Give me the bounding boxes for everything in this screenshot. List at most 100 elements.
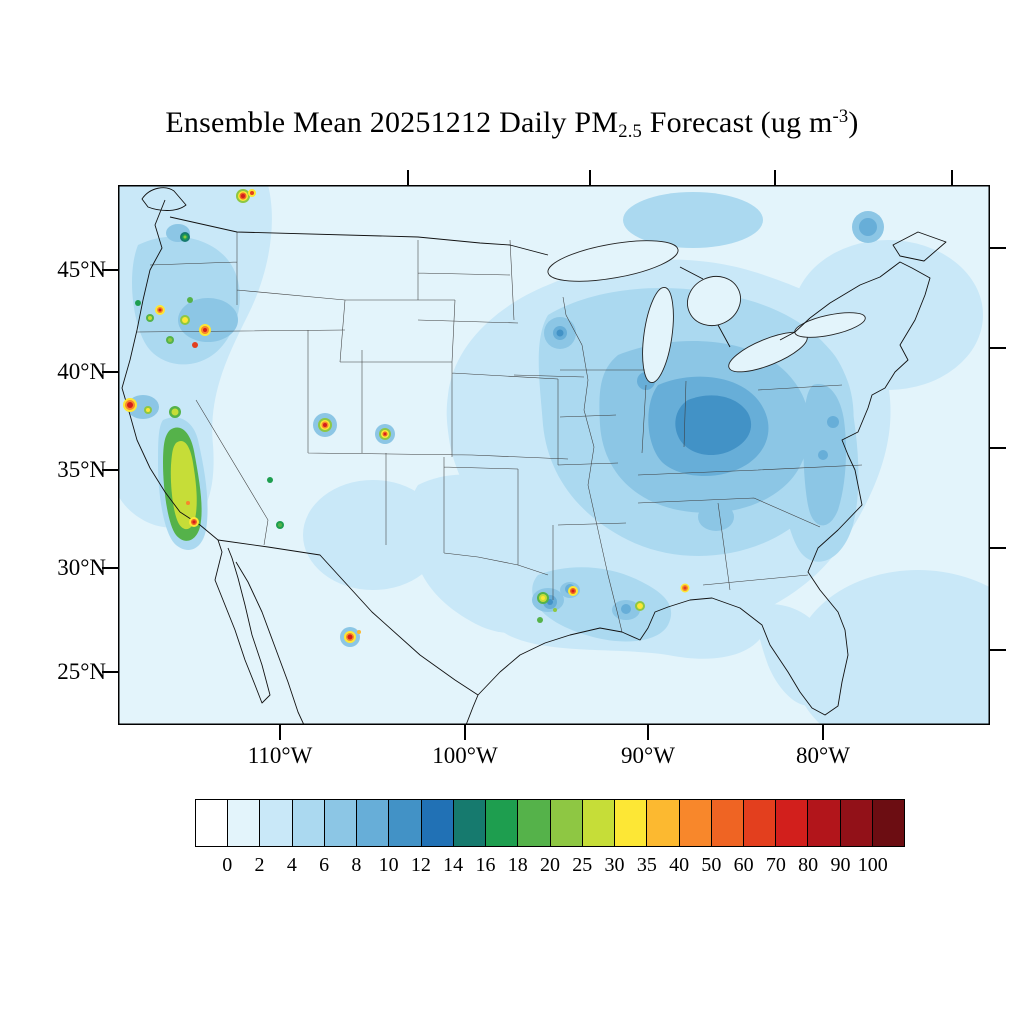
colorbar-swatch-18 (776, 800, 809, 846)
colorbar-swatch-5 (357, 800, 390, 846)
colorbar-label: 16 (475, 854, 496, 876)
hotspot-ring (135, 300, 141, 306)
colorbar-label: 8 (351, 854, 362, 876)
lon-tick-top (951, 170, 953, 185)
colorbar-swatch-16 (711, 800, 744, 846)
colorbar-label: 2 (254, 854, 265, 876)
hotspot-ring (553, 608, 557, 612)
hotspot-ring (183, 235, 187, 239)
hotspot-ring (158, 308, 162, 312)
colorbar-label: 70 (765, 854, 786, 876)
colorbar-swatch-11 (550, 800, 583, 846)
colorbar-swatch-10 (518, 800, 551, 846)
lon-tick (279, 725, 281, 740)
lat-tick (102, 567, 118, 569)
lon-tick (822, 725, 824, 740)
hotspot-ring (347, 634, 353, 640)
lon-tick-top (774, 170, 776, 185)
state-boundaries (136, 232, 863, 633)
colorbar-label: 35 (636, 854, 657, 876)
hotspot-ring (250, 191, 254, 195)
hotspot-ring (541, 596, 545, 600)
lat-tick-right (990, 547, 1006, 549)
colorbar-label: 25 (572, 854, 593, 876)
lon-tick-label: 90°W (621, 743, 675, 768)
colorbar-swatch-3 (292, 800, 325, 846)
lat-tick-right (990, 649, 1006, 651)
hotspot-ring (383, 432, 387, 436)
hotspot-ring (171, 408, 179, 416)
lat-tick-right (990, 447, 1006, 449)
lon-tick-label: 80°W (796, 743, 850, 768)
lon-tick-top (589, 170, 591, 185)
colorbar-label: 20 (540, 854, 560, 876)
colorbar-swatch-17 (743, 800, 777, 846)
colorbar-swatch-14 (647, 800, 680, 846)
colorbar-label: 18 (507, 854, 528, 876)
hotspot-ring (192, 342, 198, 348)
coastlines (121, 187, 947, 725)
colorbar-label: 0 (222, 854, 233, 876)
hotspot-ring (637, 603, 643, 609)
lat-tick (102, 671, 118, 673)
hotspot-ring (186, 501, 190, 505)
title-superscript: -3 (832, 106, 849, 127)
forecast-map (118, 185, 990, 725)
lat-tick (102, 469, 118, 471)
lon-tick (464, 725, 466, 740)
map-panel (118, 185, 990, 725)
colorbar-label: 12 (410, 854, 431, 876)
hotspot-ring (168, 338, 172, 342)
lat-tick-right (990, 247, 1006, 249)
colorbar-swatch-13 (615, 800, 648, 846)
figure-title: Ensemble Mean 20251212 Daily PM2.5 Forec… (0, 106, 1024, 143)
lon-tick-label: 110°W (247, 743, 313, 768)
lat-tick-label: 25°N (57, 659, 106, 684)
lon-tick (647, 725, 649, 740)
hotspot-ring (571, 589, 575, 593)
lat-tick-right (990, 347, 1006, 349)
title-subscript: 2.5 (618, 120, 643, 142)
colorbar-label: 10 (378, 854, 399, 876)
hotspot-ring (182, 317, 188, 323)
hotspot-ring (192, 520, 196, 524)
lat-tick-label: 35°N (57, 457, 106, 482)
colorbar-labels: 0 2 4 6 8 10 12 14 16 18 20 25 30 35 40 50 60 70 80 90 100 (195, 854, 905, 880)
colorbar-label: 50 (701, 854, 722, 876)
hotspot-ring (278, 523, 282, 527)
hotspot-ring (203, 328, 207, 332)
colorbar-swatch-1 (228, 800, 261, 846)
lat-tick-label: 45°N (57, 257, 106, 282)
hotspot-ring (187, 297, 193, 303)
hotspot-ring (241, 194, 245, 198)
hotspot-ring (683, 586, 687, 590)
hotspot-ring (267, 477, 273, 483)
colorbar-swatch-0 (196, 800, 229, 846)
colorbar-swatch-19 (808, 800, 841, 846)
hotspot-ring (357, 630, 361, 634)
colorbar-label: 90 (830, 854, 851, 876)
colorbar-label: 100 (857, 854, 888, 876)
hotspot-ring (146, 408, 150, 412)
colorbar-swatch-12 (582, 800, 616, 846)
lon-tick-top (407, 170, 409, 185)
colorbar-swatch-15 (679, 800, 712, 846)
colorbar-swatch-7 (421, 800, 454, 846)
colorbar-swatch-21 (872, 800, 905, 846)
title-text: Ensemble Mean 20251212 Daily PM (165, 106, 619, 140)
colorbar-label: 30 (604, 854, 625, 876)
hotspot-ring (323, 423, 327, 427)
colorbar-swatch-8 (453, 800, 487, 846)
lat-tick-label: 30°N (57, 555, 106, 580)
colorbar-swatch-4 (324, 800, 358, 846)
hotspot-ring (127, 402, 133, 408)
colorbar (195, 799, 905, 847)
hotspot-ring (148, 316, 152, 320)
colorbar-label: 60 (733, 854, 754, 876)
map-frame (118, 185, 990, 725)
colorbar-swatch-9 (486, 800, 519, 846)
colorbar-label: 6 (319, 854, 330, 876)
title-text-2: Forecast (ug m (642, 106, 833, 140)
colorbar-swatch-2 (260, 800, 293, 846)
